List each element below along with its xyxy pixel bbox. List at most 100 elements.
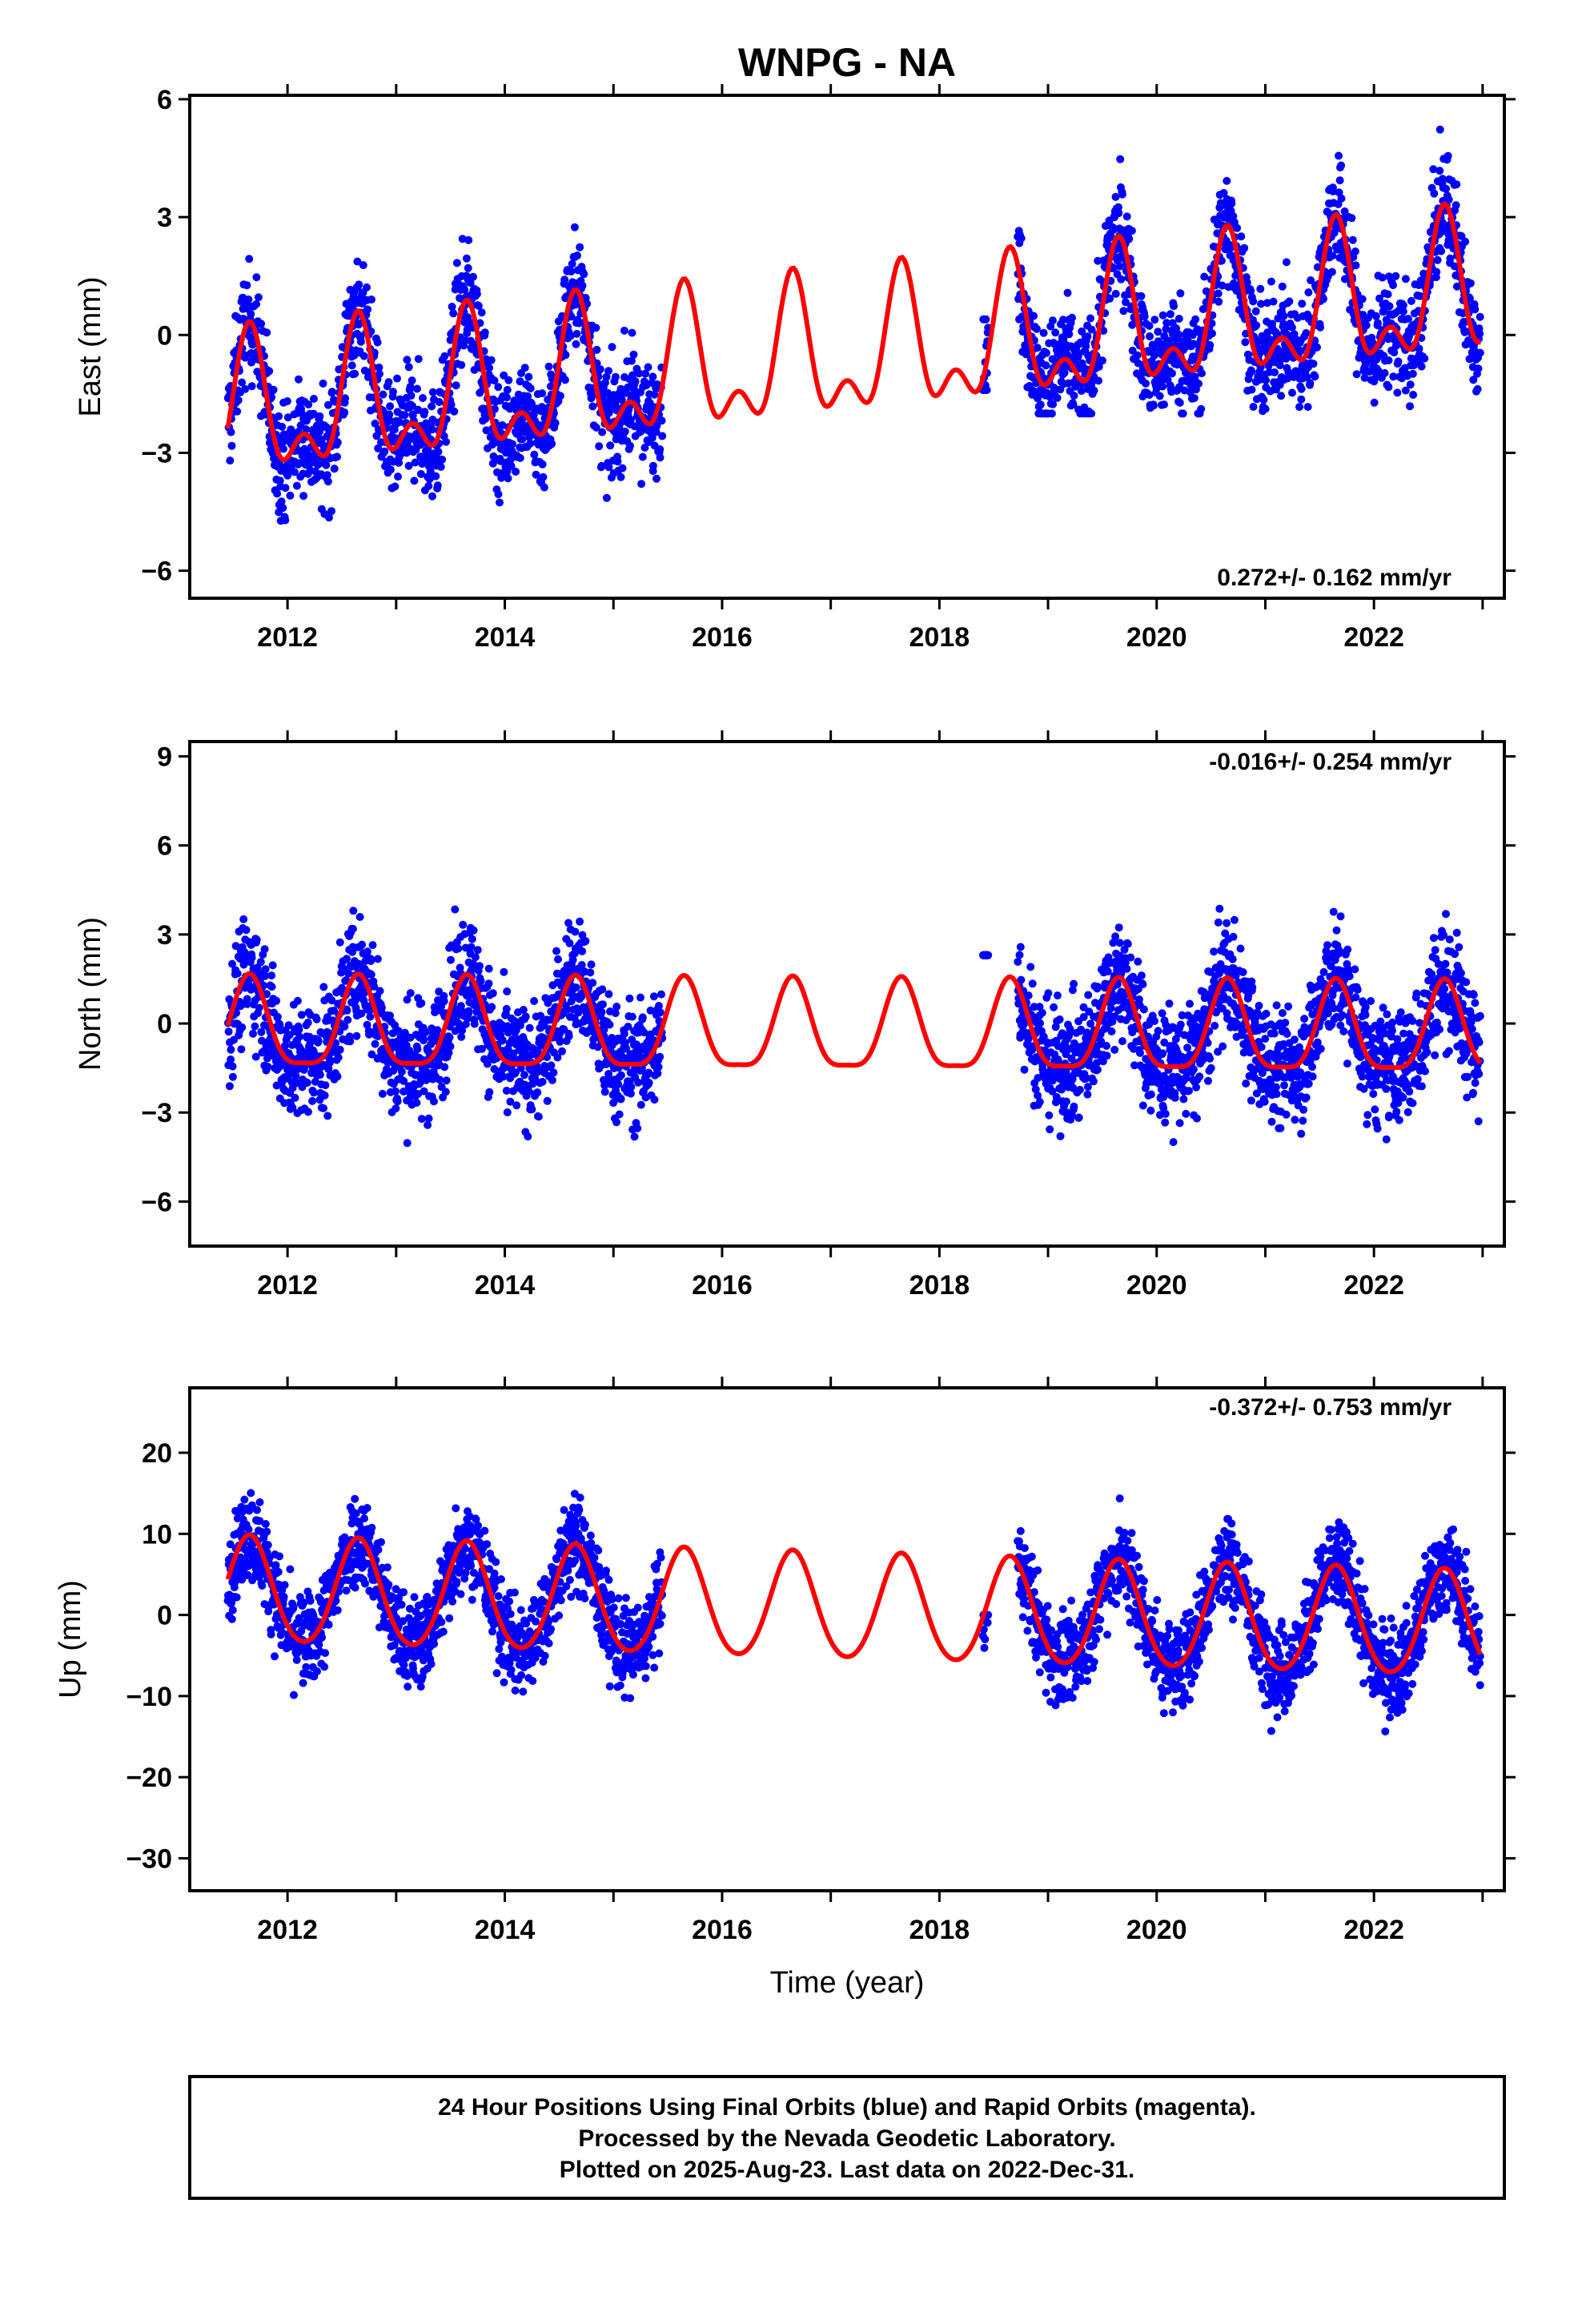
north-data-point bbox=[370, 982, 379, 991]
east-data-point bbox=[627, 356, 636, 365]
east-xtick-label: 2018 bbox=[909, 622, 970, 653]
east-data-point bbox=[315, 412, 324, 420]
east-data-point bbox=[1256, 284, 1265, 293]
north-data-point bbox=[1176, 1020, 1185, 1029]
east-data-point bbox=[385, 410, 394, 419]
north-data-point bbox=[1183, 1043, 1192, 1052]
east-data-point bbox=[490, 404, 499, 413]
east-data-point bbox=[290, 468, 299, 476]
north-data-point bbox=[1136, 1048, 1144, 1057]
east-data-point bbox=[460, 285, 469, 294]
east-data-point bbox=[1442, 184, 1451, 193]
east-data-point bbox=[323, 477, 332, 486]
north-data-point bbox=[457, 1032, 466, 1041]
east-data-point bbox=[1358, 295, 1367, 304]
east-data-point bbox=[530, 450, 539, 459]
north-data-point bbox=[458, 1026, 467, 1035]
north-data-point bbox=[424, 1114, 433, 1123]
east-data-point bbox=[436, 463, 445, 471]
east-data-point bbox=[592, 324, 600, 332]
east-data-point bbox=[406, 383, 415, 391]
east-data-point bbox=[620, 326, 628, 335]
east-ytick-label: 3 bbox=[157, 203, 172, 233]
north-data-point bbox=[293, 996, 302, 1005]
north-data-point bbox=[510, 1016, 519, 1025]
east-data-point bbox=[1262, 376, 1270, 384]
east-data-point bbox=[1208, 329, 1216, 338]
north-data-point bbox=[574, 1008, 583, 1017]
east-data-point bbox=[1158, 382, 1167, 391]
east-data-point bbox=[1068, 313, 1076, 322]
east-data-point bbox=[1257, 300, 1265, 308]
east-data-point bbox=[1329, 187, 1338, 195]
east-data-point bbox=[1195, 380, 1203, 388]
east-data-point bbox=[631, 377, 640, 386]
east-data-point bbox=[400, 411, 409, 420]
east-data-point bbox=[1237, 232, 1246, 241]
east-data-point bbox=[422, 419, 431, 428]
north-data-point bbox=[225, 1082, 234, 1091]
north-data-point bbox=[612, 1118, 620, 1127]
north-data-point bbox=[543, 1096, 552, 1105]
east-data-point bbox=[1033, 324, 1041, 333]
north-data-point bbox=[521, 1012, 530, 1021]
north-data-point bbox=[1175, 1119, 1184, 1128]
north-data-point bbox=[363, 1020, 371, 1029]
east-data-point bbox=[1370, 398, 1379, 407]
north-data-point bbox=[319, 983, 328, 991]
east-data-point bbox=[424, 481, 433, 490]
north-data-point bbox=[1070, 1102, 1078, 1111]
north-data-point bbox=[326, 1055, 335, 1064]
east-data-point bbox=[1142, 379, 1150, 388]
east-data-point bbox=[428, 388, 437, 396]
east-data-point bbox=[560, 376, 569, 384]
east-data-point bbox=[351, 369, 359, 378]
north-data-point bbox=[499, 1072, 508, 1081]
north-data-point bbox=[549, 1068, 558, 1077]
north-data-point bbox=[391, 1087, 400, 1096]
east-data-point bbox=[508, 440, 516, 448]
east-data-point bbox=[982, 315, 990, 324]
east-data-point bbox=[1420, 354, 1429, 363]
north-data-point bbox=[1242, 1080, 1251, 1088]
north-data-point bbox=[530, 997, 539, 1005]
east-data-point bbox=[580, 270, 588, 279]
east-data-point bbox=[324, 400, 332, 409]
north-data-point bbox=[1102, 1042, 1110, 1050]
north-data-point bbox=[343, 955, 351, 963]
east-data-point bbox=[1465, 294, 1474, 303]
north-data-point bbox=[633, 1124, 642, 1132]
east-data-point bbox=[464, 235, 473, 244]
east-data-point bbox=[1168, 369, 1176, 378]
east-data-point bbox=[367, 296, 375, 304]
north-data-point bbox=[1261, 1035, 1270, 1043]
east-data-point bbox=[1094, 256, 1102, 265]
north-data-point bbox=[525, 1023, 534, 1032]
east-data-point bbox=[1443, 151, 1452, 160]
east-data-point bbox=[1198, 369, 1206, 378]
east-data-point bbox=[503, 385, 512, 394]
north-data-point bbox=[255, 1003, 263, 1012]
east-data-point bbox=[458, 235, 467, 243]
east-data-point bbox=[658, 432, 667, 440]
east-data-point bbox=[613, 457, 622, 466]
east-data-point bbox=[652, 474, 661, 483]
north-data-point bbox=[1110, 1045, 1119, 1054]
north-data-point bbox=[636, 993, 644, 1002]
north-data-point bbox=[1084, 991, 1093, 999]
north-data-point bbox=[597, 1007, 606, 1016]
east-data-point bbox=[1371, 312, 1380, 320]
east-data-point bbox=[449, 309, 458, 318]
east-data-point bbox=[1309, 360, 1318, 368]
east-data-point bbox=[286, 491, 295, 500]
east-data-point bbox=[588, 402, 597, 411]
east-data-point bbox=[1106, 294, 1114, 303]
north-data-point bbox=[233, 969, 242, 978]
east-data-point bbox=[281, 484, 290, 493]
north-data-point bbox=[1215, 904, 1224, 913]
north-data-point bbox=[484, 964, 493, 973]
east-data-point bbox=[500, 371, 508, 380]
north-data-point bbox=[352, 1031, 361, 1040]
north-data-point bbox=[397, 1068, 406, 1076]
east-data-point bbox=[1335, 188, 1343, 197]
